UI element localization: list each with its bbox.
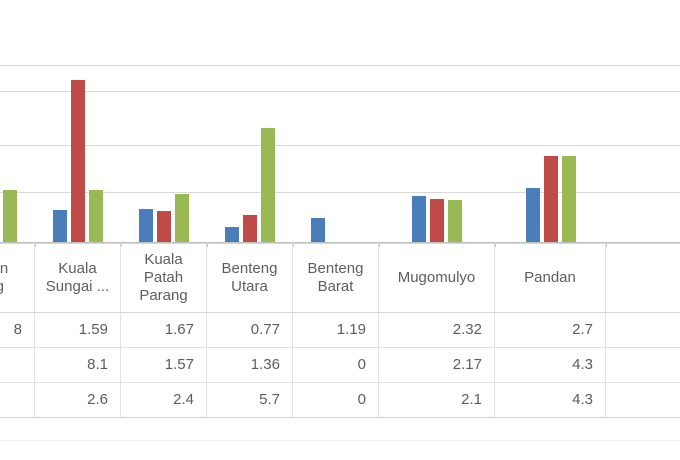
table-cell-r1-c5: 2.17 [379, 348, 495, 382]
bar-series-2-3[interactable] [243, 214, 257, 242]
table-row: 2.6 2.4 5.7 0 2.1 4.3 [0, 383, 680, 418]
axis-tick [207, 242, 208, 247]
bar-series-3-3[interactable] [261, 128, 275, 242]
table-cell-r1-c4: 0 [293, 348, 379, 382]
bar-series-2-6[interactable] [543, 156, 558, 242]
column-header-line: ahan [0, 259, 9, 277]
bar-series-3-1[interactable] [89, 190, 103, 242]
table-cell-r2-c2: 2.4 [121, 383, 207, 417]
column-header-line: Mugomulyo [397, 268, 476, 286]
table-cell-r2-c6: 4.3 [495, 383, 606, 417]
bar-group [495, 60, 606, 242]
table-header-row: ahanengKualaSungai ...Kuala PatahParangB… [0, 243, 680, 313]
table-row: 8 1.59 1.67 0.77 1.19 2.32 2.7 [0, 313, 680, 348]
column-header-4: Benteng Barat [293, 244, 379, 312]
table-cell-r2-c1: 2.6 [35, 383, 121, 417]
bar-groups [0, 60, 680, 247]
axis-tick [35, 242, 36, 247]
column-header-line: Parang [139, 287, 188, 305]
column-header-1: Kuala Sungai ... [35, 244, 121, 312]
axis-tick [379, 242, 380, 247]
column-header-5: Mugomulyo [379, 244, 495, 312]
axis-tick [495, 242, 496, 247]
table-cell-r1-c6: 4.3 [495, 348, 606, 382]
table-cell-r2-c4: 0 [293, 383, 379, 417]
plot-area [0, 60, 680, 247]
table-cell-r0-c2: 1.67 [121, 313, 207, 347]
bar-series-1-5[interactable] [412, 195, 426, 242]
bar-series-2-1[interactable] [71, 80, 85, 242]
bar-group [207, 60, 293, 242]
table-cell-r1-c0 [0, 348, 35, 382]
category-axis-baseline [0, 242, 680, 243]
bar-series-1-2[interactable] [139, 208, 153, 242]
table-cell-r0-c5: 2.32 [379, 313, 495, 347]
gridline-top [0, 65, 680, 66]
table-cell-r0-c4: 1.19 [293, 313, 379, 347]
column-header-line: Sungai ... [45, 278, 110, 295]
table-cell-r2-c3: 5.7 [207, 383, 293, 417]
column-header-0: ahaneng [0, 244, 35, 312]
bar-group [35, 60, 121, 242]
table-cell-r0-c6: 2.7 [495, 313, 606, 347]
column-header-line: Benteng [307, 259, 364, 277]
bar-series-3-5[interactable] [448, 200, 462, 242]
bar-series-1-1[interactable] [53, 210, 67, 242]
bar-group [121, 60, 207, 242]
bar-series-2-2[interactable] [157, 210, 171, 242]
column-header-6: Pandan [495, 244, 606, 312]
bar-group [0, 60, 35, 242]
axis-tick [293, 242, 294, 247]
table-cell-r1-c3: 1.36 [207, 348, 293, 382]
table-cell-r0-c0: 8 [0, 313, 35, 347]
bar-series-1-6[interactable] [525, 188, 540, 242]
bar-series-2-5[interactable] [430, 198, 444, 242]
table-cell-r1-c1: 8.1 [35, 348, 121, 382]
bottom-divider [0, 440, 680, 441]
column-header-line: Kuala [58, 259, 97, 277]
table-cell-r2-c0 [0, 383, 35, 417]
column-header-line: Barat [317, 278, 354, 295]
bar-group [606, 60, 680, 242]
column-header-3: Benteng Utara [207, 244, 293, 312]
table-cell-r0-c3: 0.77 [207, 313, 293, 347]
axis-tick [606, 242, 607, 247]
bar-series-1-3[interactable] [225, 226, 239, 242]
gridline-4 [0, 192, 680, 193]
bar-series-3-2[interactable] [175, 194, 189, 242]
gridline-3 [0, 145, 680, 146]
column-header-line: Benteng [221, 259, 278, 277]
data-table: ahanengKualaSungai ...Kuala PatahParangB… [0, 243, 680, 418]
bar-group [379, 60, 495, 242]
column-header-line: eng [0, 278, 8, 296]
bar-group [293, 60, 379, 242]
column-header-line: Pandan [524, 268, 576, 286]
table-cell-r2-c5: 2.1 [379, 383, 495, 417]
bar-series-1-4[interactable] [311, 218, 325, 242]
bar-series-3-0[interactable] [3, 190, 17, 242]
table-cell-r0-c1: 1.59 [35, 313, 121, 347]
column-header-line: Kuala Patah [143, 250, 184, 286]
bar-series-3-6[interactable] [561, 156, 576, 242]
table-cell-r1-c2: 1.57 [121, 348, 207, 382]
gridline-2 [0, 91, 680, 92]
axis-tick [121, 242, 122, 247]
column-header-line: Utara [231, 278, 268, 295]
table-row: 8.1 1.57 1.36 0 2.17 4.3 [0, 348, 680, 383]
column-header-2: Kuala Patah Parang [121, 244, 207, 312]
